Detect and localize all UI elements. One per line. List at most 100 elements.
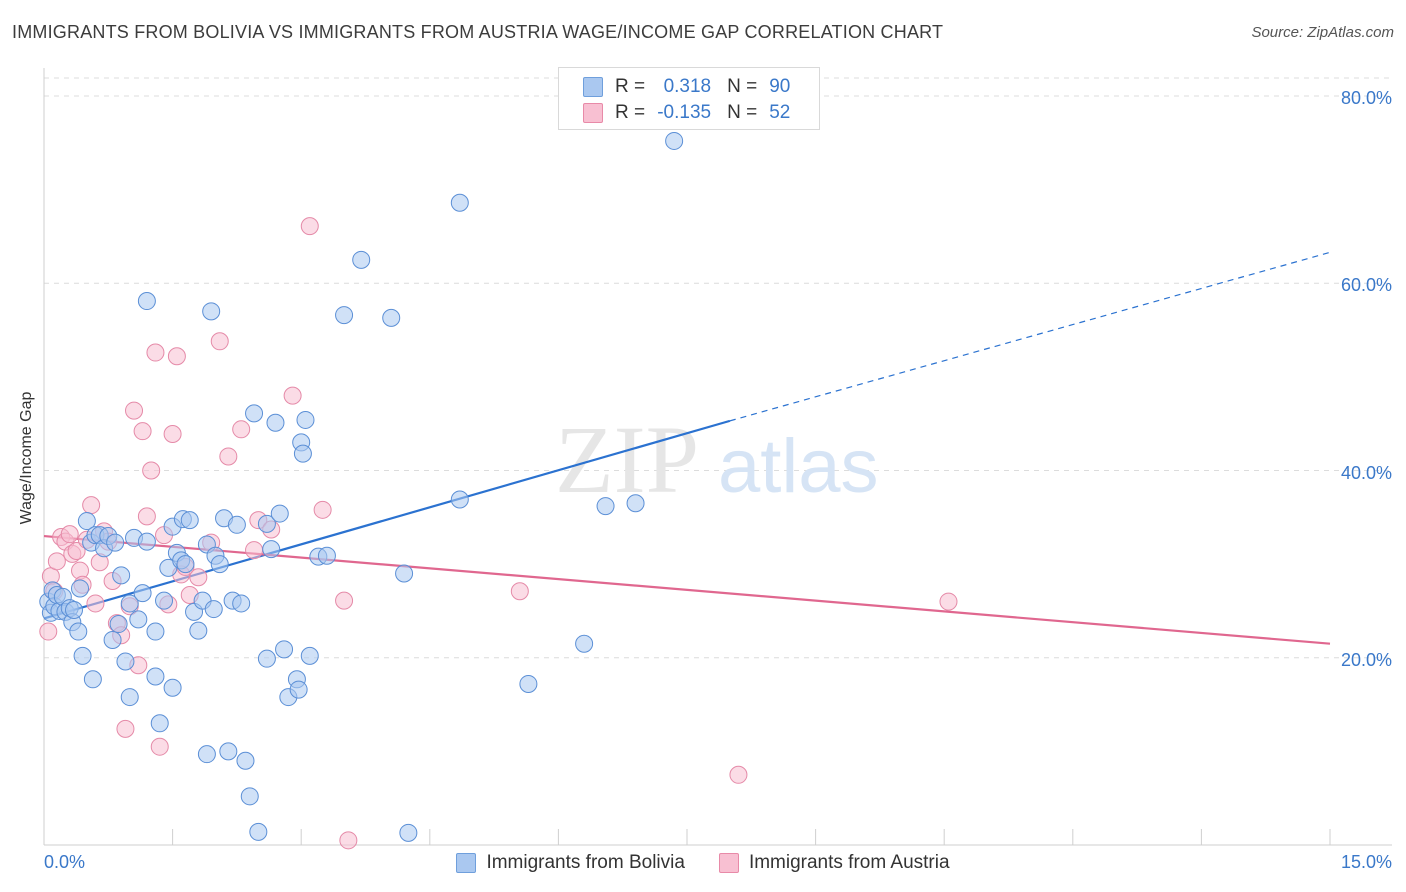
point-bolivia: [395, 564, 414, 583]
point-bolivia: [109, 615, 128, 634]
series-swatch-austria: [718, 853, 739, 873]
point-bolivia: [450, 193, 469, 212]
point-bolivia: [270, 504, 289, 523]
legend-swatch-bolivia: [583, 77, 603, 97]
x-tick-label-min: 0.0%: [44, 852, 86, 872]
point-bolivia: [120, 594, 139, 613]
watermark-atlas: atlas: [718, 424, 879, 509]
point-austria: [729, 765, 748, 784]
point-bolivia: [249, 822, 268, 841]
point-bolivia: [103, 630, 122, 649]
point-bolivia: [596, 497, 615, 516]
y-tick-label: 40.0%: [1340, 462, 1392, 483]
legend-r-value-austria: -0.135: [657, 102, 712, 123]
point-bolivia: [227, 515, 246, 534]
point-austria: [39, 622, 58, 641]
point-austria: [510, 582, 529, 601]
point-bolivia: [176, 555, 195, 574]
point-bolivia: [626, 494, 645, 513]
y-tick-label: 20.0%: [1340, 649, 1392, 670]
point-bolivia: [146, 667, 165, 686]
point-austria: [167, 347, 186, 366]
point-austria: [189, 568, 208, 587]
point-bolivia: [155, 591, 174, 610]
point-bolivia: [575, 634, 594, 653]
trend-line-bolivia-extension: [729, 251, 1331, 422]
point-austria: [125, 401, 144, 420]
watermark-zip: ZIP: [555, 406, 699, 513]
point-bolivia: [112, 566, 131, 585]
grid-lines: [44, 77, 1392, 659]
points-bolivia: [39, 131, 684, 842]
point-bolivia: [240, 787, 259, 806]
point-bolivia: [137, 532, 156, 551]
series-legend-bolivia[interactable]: Immigrants from Bolivia: [456, 852, 685, 874]
series-legend-austria[interactable]: Immigrants from Austria: [718, 852, 950, 874]
point-austria: [133, 422, 152, 441]
point-bolivia: [129, 610, 148, 629]
point-bolivia: [83, 670, 102, 689]
point-bolivia: [150, 714, 169, 733]
point-austria: [67, 542, 86, 561]
point-austria: [47, 552, 66, 571]
point-bolivia: [519, 674, 538, 693]
point-bolivia: [257, 649, 276, 668]
point-bolivia: [106, 533, 125, 552]
point-austria: [142, 461, 161, 480]
correlation-legend: R = 0.318 N = 90 R = -0.135 N = 52: [558, 67, 820, 130]
legend-row-bolivia: R = 0.318 N = 90: [583, 75, 790, 99]
point-bolivia: [137, 292, 156, 311]
point-bolivia: [180, 511, 199, 530]
point-bolivia: [120, 688, 139, 707]
y-tick-label: 60.0%: [1340, 275, 1392, 296]
point-bolivia: [163, 678, 182, 697]
point-bolivia: [665, 131, 684, 150]
trend-line-austria: [43, 534, 1331, 645]
point-bolivia: [236, 751, 255, 770]
point-austria: [210, 332, 229, 351]
legend-r-label: R =: [615, 76, 646, 97]
point-bolivia: [146, 622, 165, 641]
point-bolivia: [382, 308, 401, 327]
legend-r-value-bolivia: 0.318: [663, 76, 712, 97]
point-austria: [219, 447, 238, 466]
legend-r-label: R =: [615, 102, 646, 123]
point-bolivia: [266, 413, 285, 432]
watermark: ZIP atlas: [555, 406, 879, 513]
point-bolivia: [189, 621, 208, 640]
series-swatch-bolivia: [456, 853, 477, 873]
point-bolivia: [293, 444, 312, 463]
point-bolivia: [219, 742, 238, 761]
trend-line-bolivia: [43, 419, 731, 620]
axes: [43, 68, 1392, 846]
point-bolivia: [232, 594, 251, 613]
point-austria: [137, 507, 156, 526]
point-bolivia: [275, 640, 294, 659]
point-bolivia: [210, 555, 229, 574]
point-austria: [939, 592, 958, 611]
point-bolivia: [133, 584, 152, 603]
point-bolivia: [73, 646, 92, 665]
point-bolivia: [450, 490, 469, 509]
point-bolivia: [204, 600, 223, 619]
series-legend: Immigrants from Bolivia Immigrants from …: [0, 852, 1406, 874]
point-austria: [232, 420, 251, 439]
point-austria: [150, 737, 169, 756]
point-austria: [60, 525, 79, 544]
point-austria: [313, 500, 332, 519]
point-bolivia: [289, 680, 308, 699]
point-bolivia: [257, 514, 276, 533]
chart-title: IMMIGRANTS FROM BOLIVIA VS IMMIGRANTS FR…: [12, 22, 944, 42]
point-austria: [82, 496, 101, 515]
legend-row-austria: R = -0.135 N = 52: [583, 101, 790, 125]
point-austria: [86, 594, 105, 613]
point-austria: [283, 386, 302, 405]
point-bolivia: [245, 404, 264, 423]
point-bolivia: [69, 622, 88, 641]
legend-n-value-bolivia: 90: [769, 76, 791, 97]
point-bolivia: [399, 823, 418, 842]
point-bolivia: [197, 745, 216, 764]
point-bolivia: [352, 250, 371, 269]
y-tick-label: 80.0%: [1340, 88, 1392, 108]
